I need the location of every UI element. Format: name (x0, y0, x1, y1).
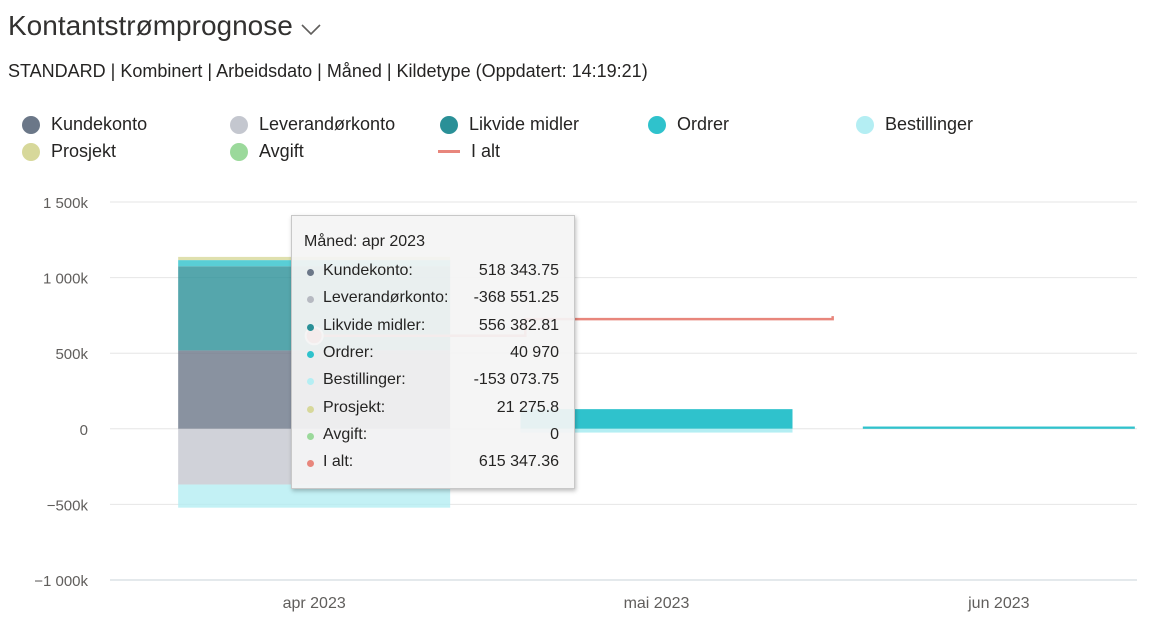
legend-item-i-alt[interactable]: I alt (438, 141, 500, 162)
legend-label: Kundekonto (51, 114, 148, 134)
tooltip-value: 518 343.75 (478, 262, 559, 279)
tooltip-marker (307, 405, 314, 413)
legend-marker (440, 115, 458, 134)
legend-item-ordrer[interactable]: Ordrer (648, 114, 729, 135)
tooltip-label: Ordrer: (323, 343, 374, 361)
legend-label: Prosjekt (51, 141, 117, 161)
legend-label: Avgift (259, 141, 304, 161)
tooltip-value: -368 551.25 (473, 289, 559, 307)
legend-item-kundekonto[interactable]: Kundekonto (22, 114, 147, 135)
tooltip-value: 21 275.8 (496, 398, 559, 416)
legend-item-bestillinger[interactable]: Bestillinger (856, 114, 973, 135)
bar-ordrer (520, 409, 793, 429)
tooltip-label: Leverandørkonto: (323, 289, 449, 307)
tooltip-row: Kundekonto: 518 343.75 (307, 261, 559, 283)
legend-label: Leverandørkonto (259, 114, 396, 134)
x-tick-label: jun 2023 (967, 595, 1029, 612)
tooltip-marker (307, 296, 314, 304)
tooltip-label: Kundekonto: (323, 262, 413, 279)
chevron-down-icon[interactable] (299, 17, 323, 41)
legend-marker (22, 142, 40, 161)
tooltip-row: Avgift: 0 (307, 425, 559, 447)
tooltip-value: -153 073.75 (473, 371, 559, 389)
tooltip-value: 40 970 (510, 343, 559, 361)
y-tick-label: 500k (55, 346, 88, 363)
tooltip-row: Ordrer: 40 970 (307, 343, 559, 365)
bar-bestillinger (178, 484, 451, 508)
chart-header: Kontantstrømprognose (8, 10, 323, 42)
legend-marker (438, 150, 460, 153)
legend-marker (230, 115, 248, 134)
legend-marker (648, 115, 666, 134)
tooltip: Måned: apr 2023 Kundekonto: 518 343.75 Lev… (291, 215, 575, 489)
legend-marker (230, 142, 248, 161)
chart-title: Kontantstrømprognose (8, 10, 293, 41)
tooltip-label: Bestillinger: (323, 371, 406, 389)
tooltip-row: Bestillinger: -153 073.75 (307, 370, 559, 392)
tooltip-row: Leverandørkonto: -368 551.25 (307, 288, 559, 310)
y-tick-label: −500k (47, 497, 89, 514)
y-tick-label: 0 (80, 422, 88, 439)
bar-ordrer (862, 426, 1135, 429)
legend-item-leverandorkonto[interactable]: Leverandørkonto (230, 114, 395, 135)
legend-label: Likvide midler (469, 114, 580, 134)
tooltip-row: I alt: 615 347.36 (307, 452, 559, 474)
tooltip-label: I alt: (323, 453, 354, 471)
legend-label: I alt (471, 141, 501, 161)
y-tick-label: 1 000k (43, 271, 89, 288)
legend-label: Ordrer (677, 114, 730, 134)
tooltip-marker (307, 269, 314, 276)
tooltip-marker (307, 378, 314, 386)
tooltip-header: Måned: apr 2023 (304, 233, 425, 250)
tooltip-label: Avgift: (323, 425, 368, 443)
tooltip-value: 556 382.81 (478, 316, 559, 334)
bar-bestillinger (520, 428, 793, 433)
tooltip-value: 0 (550, 425, 559, 443)
legend-marker (22, 115, 40, 134)
y-tick-label: 1 500k (43, 195, 89, 212)
tooltip-value: 615 347.36 (478, 453, 559, 471)
tooltip-label: Prosjekt: (323, 398, 386, 416)
tooltip-label: Likvide midler: (323, 316, 426, 334)
chart-legend: Kundekonto Leverandørkonto Likvide midle… (22, 114, 1142, 170)
y-tick-label: −1 000k (34, 573, 88, 590)
tooltip-marker (307, 323, 314, 331)
legend-marker (856, 115, 874, 134)
legend-item-prosjekt[interactable]: Prosjekt (22, 141, 116, 162)
legend-label: Bestillinger (885, 114, 974, 134)
legend-item-likvide-midler[interactable]: Likvide midler (440, 114, 579, 135)
tooltip-marker (307, 432, 314, 440)
tooltip-row: Prosjekt: 21 275.8 (307, 398, 559, 420)
legend-item-avgift[interactable]: Avgift (230, 141, 304, 162)
x-tick-label: mai 2023 (624, 595, 690, 612)
chart-subtitle: STANDARD | Kombinert | Arbeidsdato | Mån… (8, 61, 648, 81)
x-tick-label: apr 2023 (283, 595, 346, 612)
tooltip-marker (307, 460, 314, 468)
tooltip-row: Likvide midler: 556 382.81 (307, 316, 559, 338)
tooltip-marker (307, 350, 314, 358)
